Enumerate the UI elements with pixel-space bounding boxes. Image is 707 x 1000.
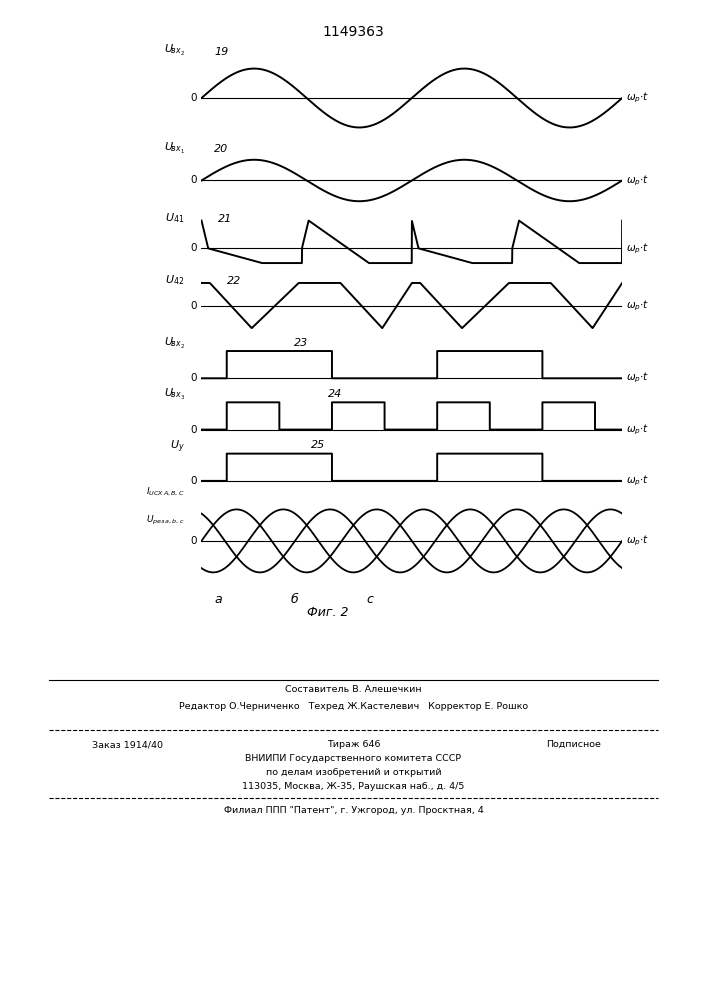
Text: $\omega_p{\cdot}t$: $\omega_p{\cdot}t$ — [626, 371, 650, 385]
Text: Составитель В. Алешечкин: Составитель В. Алешечкин — [285, 685, 422, 694]
Text: 25: 25 — [311, 440, 325, 450]
Text: с: с — [366, 593, 373, 606]
Text: C: C — [429, 500, 437, 510]
Text: $U_{\!вх_3}$: $U_{\!вх_3}$ — [163, 387, 185, 402]
Text: 19: 19 — [214, 47, 228, 57]
Text: $\omega_p{\cdot}t$: $\omega_p{\cdot}t$ — [626, 173, 650, 188]
Text: $U_{41}$: $U_{41}$ — [165, 211, 185, 225]
Text: 0: 0 — [191, 536, 197, 546]
Text: по делам изобретений и открытий: по делам изобретений и открытий — [266, 768, 441, 777]
Text: B: B — [370, 500, 378, 510]
Text: 0: 0 — [191, 373, 197, 383]
Text: $\omega_p{\cdot}t$: $\omega_p{\cdot}t$ — [626, 298, 650, 313]
Text: 1149363: 1149363 — [322, 25, 385, 39]
Text: $I_{\mathit{UCX\,A,B,C}}$: $I_{\mathit{UCX\,A,B,C}}$ — [146, 486, 185, 498]
Text: A: A — [303, 500, 310, 510]
Text: 21: 21 — [218, 214, 233, 224]
Text: 20: 20 — [214, 144, 228, 154]
Text: Подписное: Подписное — [546, 740, 601, 749]
Text: $\omega_p{\cdot}t$: $\omega_p{\cdot}t$ — [626, 91, 650, 105]
Text: Редактор О.Черниченко   Техред Ж.Кастелевич   Корректор Е. Рошко: Редактор О.Черниченко Техред Ж.Кастелеви… — [179, 702, 528, 711]
Text: $U_{42}$: $U_{42}$ — [165, 273, 185, 287]
Text: Тираж 646: Тираж 646 — [327, 740, 380, 749]
Text: ВНИИПИ Государственного комитета СССР: ВНИИПИ Государственного комитета СССР — [245, 754, 462, 763]
Text: $\omega_p{\cdot}t$: $\omega_p{\cdot}t$ — [626, 534, 650, 548]
Text: 23: 23 — [294, 338, 308, 348]
Text: $U_{\!вх_2}$: $U_{\!вх_2}$ — [164, 43, 185, 58]
Text: Фиг. 2: Фиг. 2 — [307, 606, 349, 619]
Text: $U_{\!вх_2}$: $U_{\!вх_2}$ — [164, 336, 185, 351]
Text: $\omega_p{\cdot}t$: $\omega_p{\cdot}t$ — [626, 422, 650, 437]
Text: $U_{\!вх_1}$: $U_{\!вх_1}$ — [164, 141, 185, 156]
Text: 0: 0 — [191, 476, 197, 486]
Text: 0: 0 — [191, 425, 197, 435]
Text: 0: 0 — [191, 93, 197, 103]
Text: Филиал ППП "Патент", г. Ужгород, ул. Просктная, 4: Филиал ППП "Патент", г. Ужгород, ул. Про… — [223, 806, 484, 815]
Text: 113035, Москва, Ж-35, Раушская наб., д. 4/5: 113035, Москва, Ж-35, Раушская наб., д. … — [243, 782, 464, 791]
Text: 0: 0 — [191, 301, 197, 311]
Text: $\omega_p{\cdot}t$: $\omega_p{\cdot}t$ — [626, 474, 650, 488]
Text: а: а — [214, 593, 222, 606]
Text: 0: 0 — [191, 243, 197, 253]
Text: б: б — [290, 593, 298, 606]
Text: $\omega_p{\cdot}t$: $\omega_p{\cdot}t$ — [626, 241, 650, 256]
Text: 24: 24 — [327, 389, 342, 399]
Text: 22: 22 — [227, 276, 241, 286]
Text: Заказ 1914/40: Заказ 1914/40 — [92, 740, 163, 749]
Text: $U_y$: $U_y$ — [170, 438, 185, 455]
Text: $U_{\mathit{рез\,a,b,c}}$: $U_{\mathit{рез\,a,b,c}}$ — [146, 514, 185, 527]
Text: 0: 0 — [191, 175, 197, 185]
